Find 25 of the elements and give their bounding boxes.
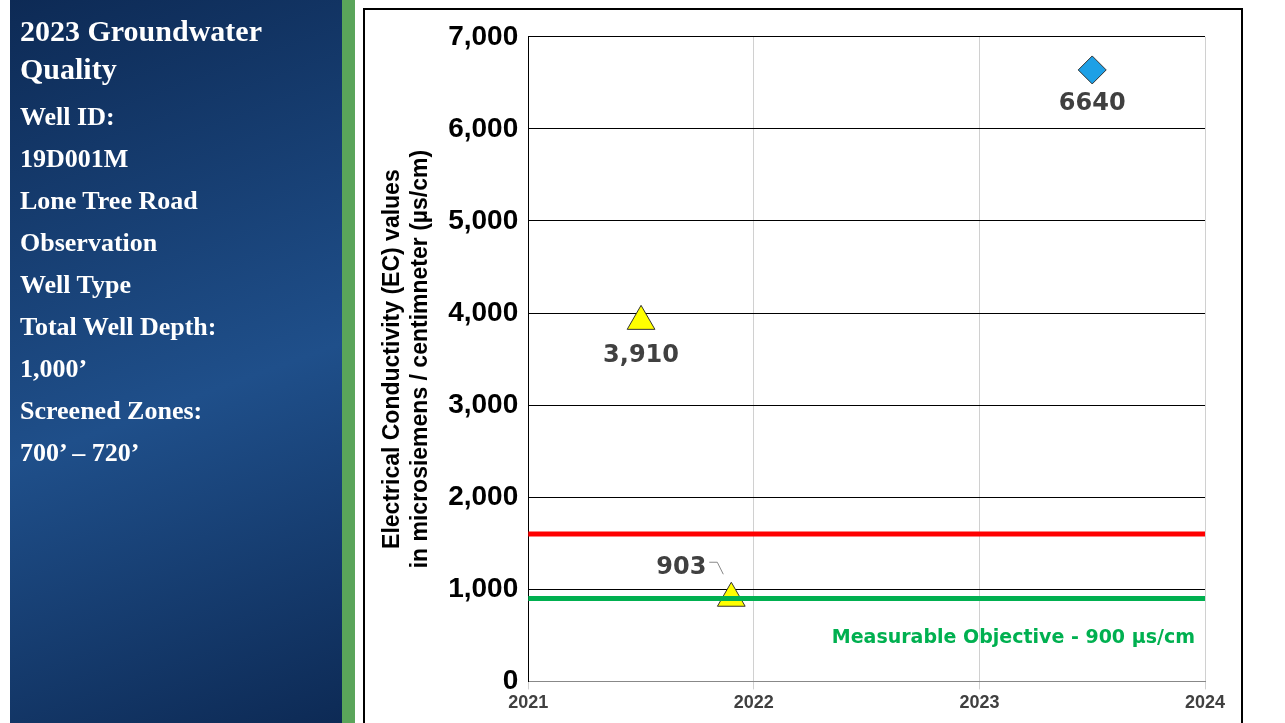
- text: Well ID:: [20, 101, 116, 133]
- x-tick-label: 2022: [733, 692, 774, 713]
- text: 2023 Groundwater Quality: [20, 13, 263, 87]
- y-axis-title: Electrical Conductivity (EC) values in microsiemens / centimneter (µs/cm): [378, 149, 432, 569]
- y-tick-label: 1,000: [448, 572, 519, 604]
- text: 1,000’: [20, 353, 89, 385]
- y-tick-label: 3,000: [448, 387, 519, 419]
- data-label: 6640: [1058, 88, 1126, 117]
- x-tick-label: 2024: [1184, 692, 1226, 713]
- x-tick-label: 2023: [959, 692, 1000, 713]
- text: Screened Zones:: [20, 395, 204, 427]
- text: Well Type: [20, 269, 132, 301]
- y-tick-label: 5,000: [448, 203, 519, 235]
- ref-line-label: Measurable Objective - 900 µs/cm: [831, 624, 1195, 647]
- text: 700’ – 720’: [20, 437, 141, 469]
- text: Total Well Depth:: [20, 311, 218, 343]
- y-tick-label: 4,000: [448, 295, 519, 327]
- text: 19D001M: [20, 143, 130, 175]
- y-tick-label: 6,000: [448, 111, 519, 143]
- data-label: 3,910: [603, 339, 680, 368]
- y-tick-label: 2,000: [448, 479, 519, 511]
- text: Lone Tree Road: [20, 185, 199, 217]
- text: Observation: [20, 227, 159, 259]
- y-tick-label: 7,000: [448, 19, 519, 51]
- data-label: 903: [656, 552, 707, 581]
